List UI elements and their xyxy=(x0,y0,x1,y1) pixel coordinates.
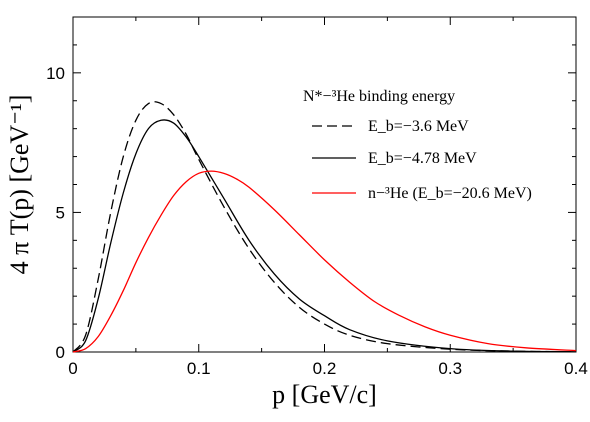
x-tick-label: 0.2 xyxy=(313,359,337,378)
x-axis-label: p [GeV/c] xyxy=(272,380,377,409)
legend: N*−³He binding energy E_b=−3.6 MeV E_b=−4… xyxy=(303,88,532,202)
legend-items: E_b=−3.6 MeV E_b=−4.78 MeV n−³He (E_b=−20.… xyxy=(312,118,532,202)
y-tick-label: 0 xyxy=(56,343,65,362)
x-tick-label: 0.3 xyxy=(438,359,462,378)
x-tick-label: 0.4 xyxy=(564,359,588,378)
legend-label-1: E_b=−3.6 MeV xyxy=(368,118,469,135)
legend-label-2: E_b=−4.78 MeV xyxy=(368,150,477,167)
series-line-3 xyxy=(72,170,577,353)
series-line-2 xyxy=(72,119,577,353)
series-line-1 xyxy=(72,101,577,353)
x-tick-label: 0 xyxy=(68,359,77,378)
y-tick-label: 10 xyxy=(46,64,65,83)
legend-title: N*−³He binding energy xyxy=(303,88,455,105)
y-tick-label: 5 xyxy=(56,203,65,222)
y-axis-label: 4 π T(p) [GeV⁻¹] xyxy=(5,95,34,275)
x-tick-label: 0.1 xyxy=(187,359,211,378)
axis-tick-labels: 0 0.1 0.2 0.3 0.4 0 5 10 xyxy=(46,64,588,378)
series-layer xyxy=(72,101,577,353)
legend-label-3: n−³He (E_b=−20.6 MeV) xyxy=(368,185,532,202)
